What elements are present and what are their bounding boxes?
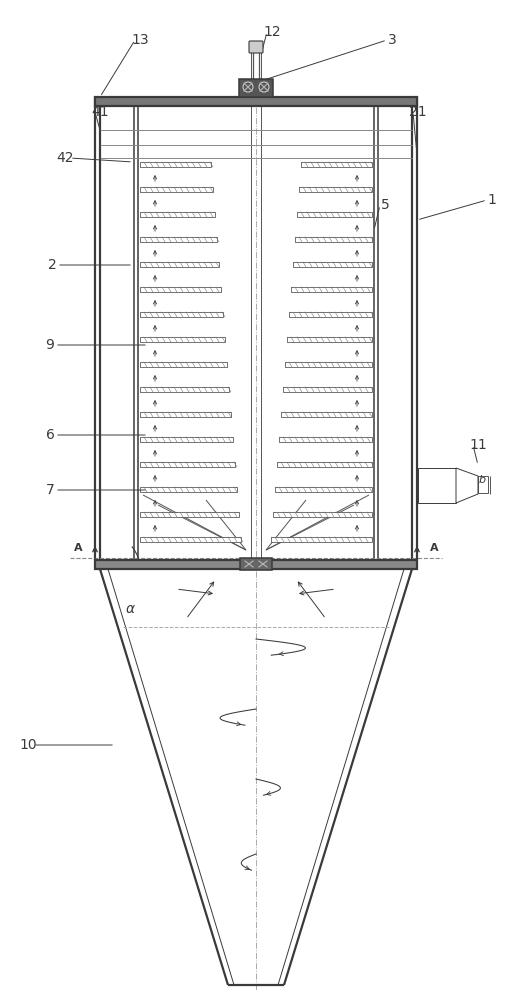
Circle shape	[243, 82, 253, 92]
Polygon shape	[140, 487, 237, 492]
Text: 12: 12	[263, 25, 281, 39]
Text: 13: 13	[131, 33, 149, 47]
Polygon shape	[456, 468, 478, 503]
Polygon shape	[140, 337, 225, 342]
Bar	[418, 468, 456, 503]
Bar	[240, 558, 272, 570]
Polygon shape	[275, 487, 372, 492]
Polygon shape	[140, 187, 213, 192]
Polygon shape	[291, 287, 372, 292]
FancyBboxPatch shape	[249, 41, 263, 53]
Text: 3: 3	[388, 33, 397, 47]
Polygon shape	[140, 262, 219, 267]
Polygon shape	[140, 237, 217, 242]
Text: 5: 5	[381, 198, 389, 212]
Text: A: A	[430, 543, 438, 553]
Polygon shape	[140, 412, 231, 417]
Text: 6: 6	[45, 428, 55, 442]
Text: 10: 10	[19, 738, 37, 752]
Text: α: α	[125, 602, 134, 616]
Polygon shape	[289, 312, 372, 317]
Polygon shape	[140, 512, 239, 517]
Text: 8: 8	[386, 558, 394, 572]
Polygon shape	[283, 387, 372, 392]
Bar	[95, 560, 417, 569]
Bar	[478, 476, 488, 493]
Text: 9: 9	[45, 338, 55, 352]
Text: 11: 11	[469, 438, 487, 452]
Bar	[95, 97, 417, 106]
Text: 2: 2	[48, 258, 56, 272]
Polygon shape	[281, 412, 372, 417]
Text: 21: 21	[409, 105, 427, 119]
Polygon shape	[301, 162, 372, 167]
Polygon shape	[140, 212, 215, 217]
Text: 1: 1	[487, 193, 497, 207]
Polygon shape	[140, 287, 221, 292]
Text: A: A	[74, 543, 82, 553]
Text: 41: 41	[91, 105, 109, 119]
Polygon shape	[293, 262, 372, 267]
Circle shape	[259, 82, 269, 92]
Polygon shape	[297, 212, 372, 217]
Polygon shape	[140, 537, 241, 542]
Polygon shape	[140, 162, 211, 167]
Polygon shape	[277, 462, 372, 467]
Polygon shape	[140, 462, 235, 467]
Polygon shape	[285, 362, 372, 367]
Polygon shape	[299, 187, 372, 192]
Polygon shape	[271, 537, 372, 542]
Polygon shape	[140, 312, 223, 317]
Polygon shape	[287, 337, 372, 342]
Text: b: b	[478, 475, 485, 485]
Polygon shape	[140, 437, 233, 442]
Polygon shape	[140, 362, 227, 367]
Polygon shape	[295, 237, 372, 242]
Polygon shape	[279, 437, 372, 442]
Text: 7: 7	[45, 483, 54, 497]
Polygon shape	[140, 387, 229, 392]
Polygon shape	[273, 512, 372, 517]
Bar	[239, 79, 273, 97]
Text: 42: 42	[56, 151, 74, 165]
